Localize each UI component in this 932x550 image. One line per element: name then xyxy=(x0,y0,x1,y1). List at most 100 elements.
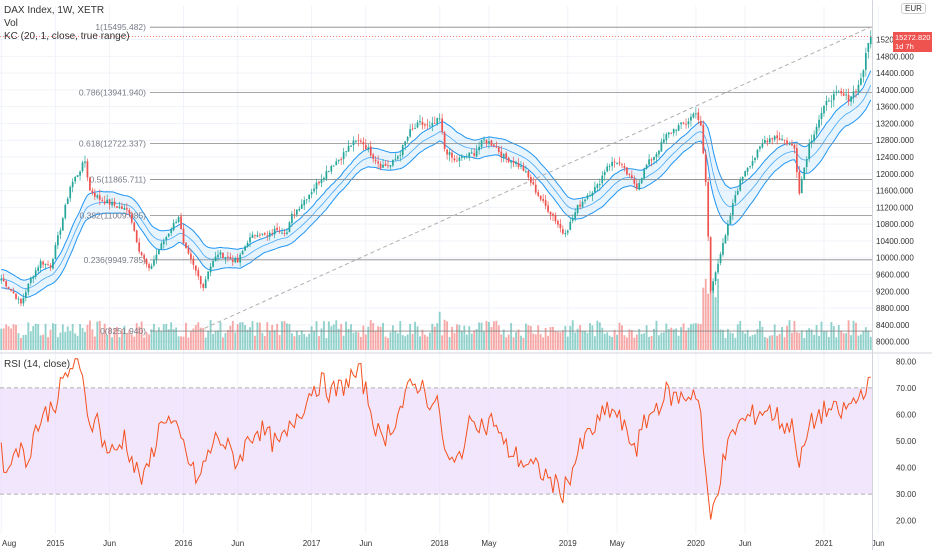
volume-bar xyxy=(598,322,601,350)
volume-bar xyxy=(729,332,732,350)
volume-bar xyxy=(569,325,572,350)
candle-body xyxy=(71,181,74,188)
candle-body xyxy=(433,122,436,124)
volume-bar xyxy=(527,325,530,350)
price-tick-label: 13200.000 xyxy=(876,119,914,128)
candle-body xyxy=(352,140,355,146)
volume-bar xyxy=(529,326,532,350)
volume-bar xyxy=(704,278,707,350)
volume-bar xyxy=(810,329,813,350)
candle-body xyxy=(630,175,633,179)
volume-bar xyxy=(340,323,343,350)
candle-body xyxy=(57,235,59,246)
candle-body xyxy=(569,221,572,230)
volume-bar xyxy=(638,329,641,350)
price-tick-label: 8400.000 xyxy=(876,321,910,330)
rsi-tick-label: 50.00 xyxy=(896,437,917,446)
volume-bar xyxy=(537,325,540,350)
price-axis[interactable]: 8000.000 8400.000 8800.000 9200.000 9600.000… xyxy=(876,36,914,347)
volume-bar xyxy=(143,337,146,350)
candle-body xyxy=(542,198,545,201)
rsi-tick-label: 30.00 xyxy=(896,490,917,499)
candle-body xyxy=(155,254,158,261)
volume-bar xyxy=(510,323,513,350)
volume-bar xyxy=(308,333,311,350)
volume-bar xyxy=(17,333,20,350)
candle-body xyxy=(74,176,76,182)
candle-body xyxy=(662,139,665,143)
candle-body xyxy=(42,261,44,265)
candle-body xyxy=(667,132,670,135)
volume-bar xyxy=(364,334,367,350)
candle-body xyxy=(670,133,673,134)
candle-body xyxy=(552,213,554,216)
price-tick-label: 11200.000 xyxy=(876,203,914,212)
volume-bar xyxy=(448,337,451,350)
fib-retracement[interactable]: 1(15495.482) 0.786(13941.940) 0.618(12722.… xyxy=(79,22,872,336)
volume-bar xyxy=(542,337,545,350)
volume-bar xyxy=(209,320,212,350)
candle-body xyxy=(89,177,91,191)
candle-body xyxy=(813,134,815,141)
rsi-legend[interactable]: RSI (14, close) xyxy=(4,359,71,370)
candle-body xyxy=(591,192,594,196)
candle-body xyxy=(217,254,219,258)
price-tick-label: 14400.000 xyxy=(876,69,914,78)
symbol-title[interactable]: DAX Index, 1W, XETR xyxy=(4,5,105,16)
volume-bar xyxy=(682,323,685,350)
volume-bar xyxy=(456,324,458,350)
candle-body xyxy=(495,146,498,148)
volume-bar xyxy=(771,335,774,350)
candle-body xyxy=(44,263,47,265)
volume-bar xyxy=(517,329,520,350)
volume-bar xyxy=(286,323,288,350)
candle-body xyxy=(719,254,722,263)
volume-bar xyxy=(685,330,687,350)
candle-body xyxy=(734,195,737,203)
candle-body xyxy=(263,233,266,235)
volume-bar xyxy=(520,335,522,350)
candle-body xyxy=(281,232,283,234)
volume-bar xyxy=(522,337,525,350)
candle-body xyxy=(650,159,653,161)
candle-body xyxy=(586,195,589,199)
candle-body xyxy=(318,181,320,184)
volume-bar xyxy=(586,332,589,350)
volume-bar xyxy=(189,331,192,350)
fib-level-label: 0(8251.940) xyxy=(100,326,146,336)
time-axis[interactable]: Aug 2015 Jun 2016 Jun 2017 Jun 2018 May 2019 May 20… xyxy=(2,539,885,548)
fib-level-label: 0.382(11009.085) xyxy=(80,210,147,220)
candle-body xyxy=(699,120,702,126)
volume-bar xyxy=(581,330,584,350)
candle-body xyxy=(377,161,379,164)
candle-body xyxy=(776,135,779,139)
candle-body xyxy=(443,132,446,150)
volume-bar xyxy=(414,321,416,350)
candle-body xyxy=(401,145,404,156)
volume-bar xyxy=(552,326,554,350)
candle-body xyxy=(847,94,850,102)
candle-body xyxy=(697,112,700,121)
volume-bar xyxy=(722,329,724,350)
candle-body xyxy=(207,271,210,280)
volume-bar xyxy=(187,337,190,350)
candle-body xyxy=(194,265,197,271)
volume-bar xyxy=(650,335,653,350)
volume-bar xyxy=(345,321,348,350)
time-tick-label: Jun xyxy=(359,539,372,548)
volume-bar xyxy=(98,320,101,350)
volume-bar xyxy=(224,333,227,350)
volume-bar xyxy=(862,330,865,350)
rsi-axis[interactable]: 20.00 30.00 40.00 50.00 60.00 70.00 80.00 xyxy=(896,357,917,525)
candle-body xyxy=(665,134,668,141)
price-tick-label: 9600.000 xyxy=(876,270,910,279)
kc-legend[interactable]: KC (20, 1, close, true range) xyxy=(4,31,130,42)
volume-bar xyxy=(786,325,788,350)
currency-badge[interactable]: EUR xyxy=(901,3,926,14)
candle-body xyxy=(39,261,42,268)
candle-body xyxy=(727,223,729,236)
volume-bar xyxy=(480,322,483,350)
candle-body xyxy=(212,260,214,267)
volume-legend[interactable]: Vol xyxy=(4,18,18,29)
